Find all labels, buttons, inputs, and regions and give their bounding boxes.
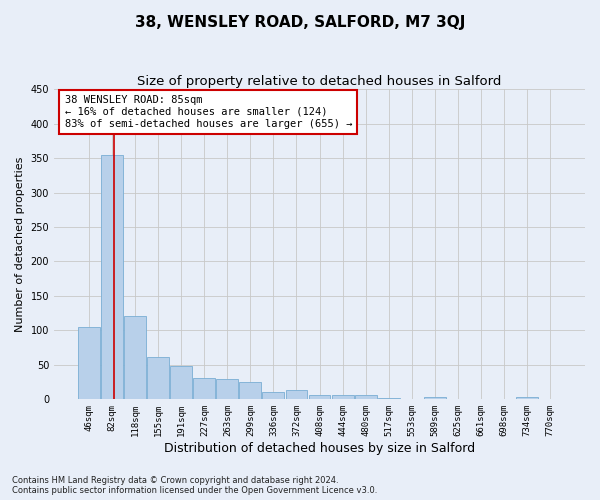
Bar — [286, 390, 307, 400]
Bar — [124, 316, 146, 400]
Text: 38, WENSLEY ROAD, SALFORD, M7 3QJ: 38, WENSLEY ROAD, SALFORD, M7 3QJ — [135, 15, 465, 30]
Bar — [332, 394, 353, 400]
Bar — [217, 378, 238, 400]
Title: Size of property relative to detached houses in Salford: Size of property relative to detached ho… — [137, 75, 502, 88]
Bar — [377, 398, 400, 400]
Text: Contains HM Land Registry data © Crown copyright and database right 2024.
Contai: Contains HM Land Registry data © Crown c… — [12, 476, 377, 495]
Bar — [193, 378, 215, 400]
Bar — [147, 356, 169, 400]
Bar — [424, 396, 446, 400]
Bar — [401, 398, 422, 400]
Bar — [308, 395, 331, 400]
Bar — [78, 327, 100, 400]
Bar — [470, 398, 492, 400]
Text: 38 WENSLEY ROAD: 85sqm
← 16% of detached houses are smaller (124)
83% of semi-de: 38 WENSLEY ROAD: 85sqm ← 16% of detached… — [65, 96, 352, 128]
Bar — [516, 396, 538, 400]
Bar — [355, 394, 377, 400]
Bar — [239, 382, 262, 400]
Y-axis label: Number of detached properties: Number of detached properties — [15, 156, 25, 332]
X-axis label: Distribution of detached houses by size in Salford: Distribution of detached houses by size … — [164, 442, 475, 455]
Bar — [170, 366, 192, 400]
Bar — [262, 392, 284, 400]
Bar — [101, 154, 123, 400]
